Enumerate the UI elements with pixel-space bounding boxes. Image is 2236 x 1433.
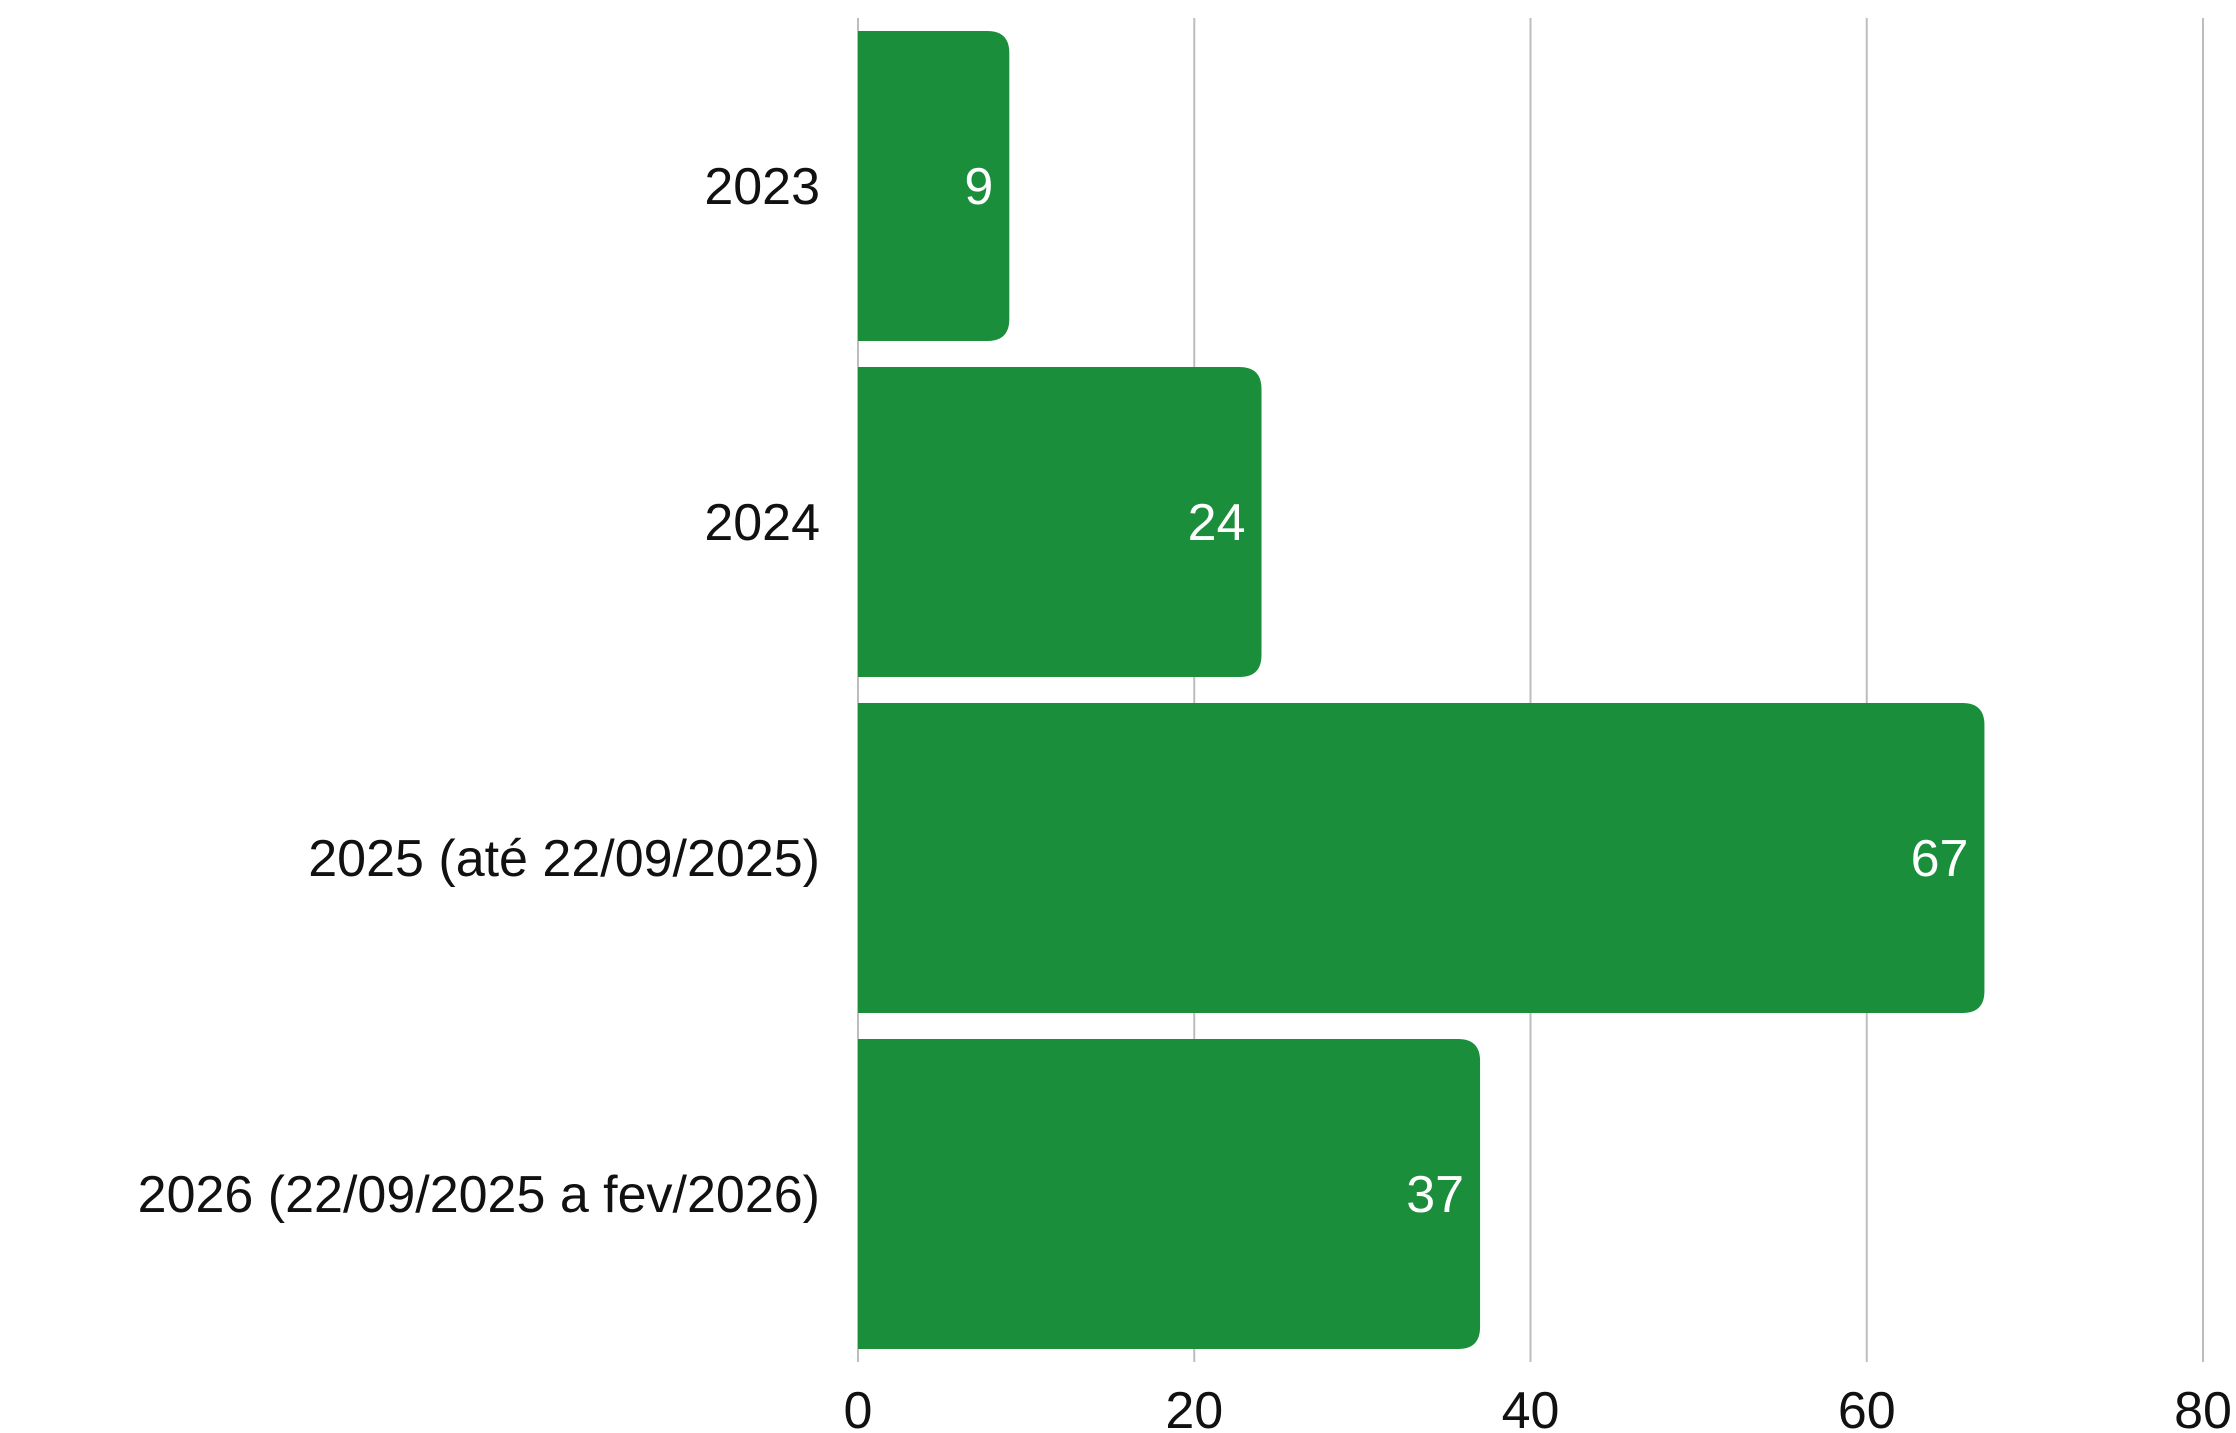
x-tick-label: 20 [1165,1382,1223,1433]
category-label: 2024 [704,494,820,552]
category-label: 2025 (até 22/09/2025) [308,830,820,888]
x-tick-label: 60 [1838,1382,1896,1433]
x-tick-label: 40 [1502,1382,1560,1433]
data-label: 9 [964,158,993,216]
bar-layer: 9 24 67 37 [858,31,1985,1349]
x-tick-label: 80 [2174,1382,2232,1433]
category-axis: 2023 2024 2025 (até 22/09/2025) 2026 (22/09… [138,158,820,1224]
value-axis: 0 20 40 60 80 [844,1382,2232,1433]
category-label: 2026 (22/09/2025 a fev/2026) [138,1166,820,1224]
bar [858,31,1010,341]
category-label: 2023 [704,158,820,216]
bar [858,703,1985,1013]
x-tick-label: 0 [844,1382,873,1433]
data-label: 37 [1406,1166,1464,1224]
bar [858,1039,1481,1349]
data-label: 24 [1188,494,1246,552]
bar [858,367,1262,677]
data-label: 67 [1911,830,1969,888]
